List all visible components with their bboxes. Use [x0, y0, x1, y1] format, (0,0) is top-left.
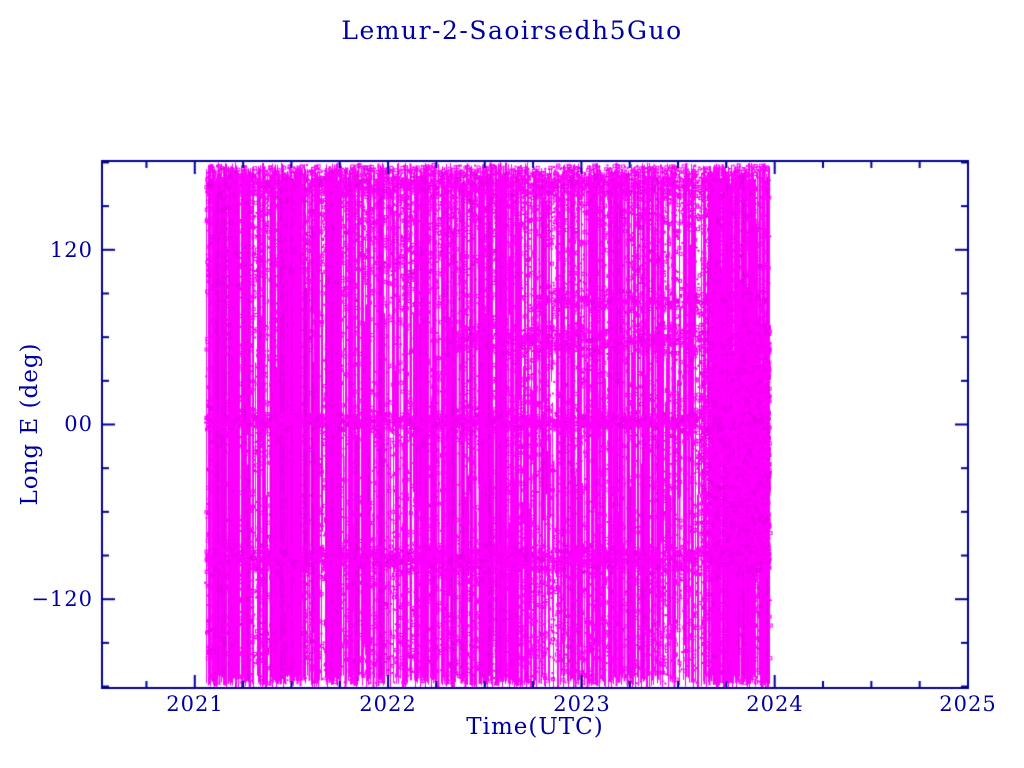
y-tick-label-neg-120: −120	[31, 587, 93, 611]
x-tick-label-2024: 2024	[746, 692, 804, 716]
x-tick-label-2023: 2023	[553, 692, 611, 716]
x-axis-label: Time(UTC)	[466, 714, 604, 740]
y-tick-label-00: 00	[64, 412, 93, 436]
x-tick-label-2025: 2025	[939, 692, 997, 716]
plot-title: Lemur-2-Saoirsedh5Guo	[341, 16, 683, 45]
x-tick-label-2022: 2022	[359, 692, 417, 716]
x-tick-label-2021: 2021	[166, 692, 224, 716]
y-tick-label-120: 120	[49, 238, 93, 262]
